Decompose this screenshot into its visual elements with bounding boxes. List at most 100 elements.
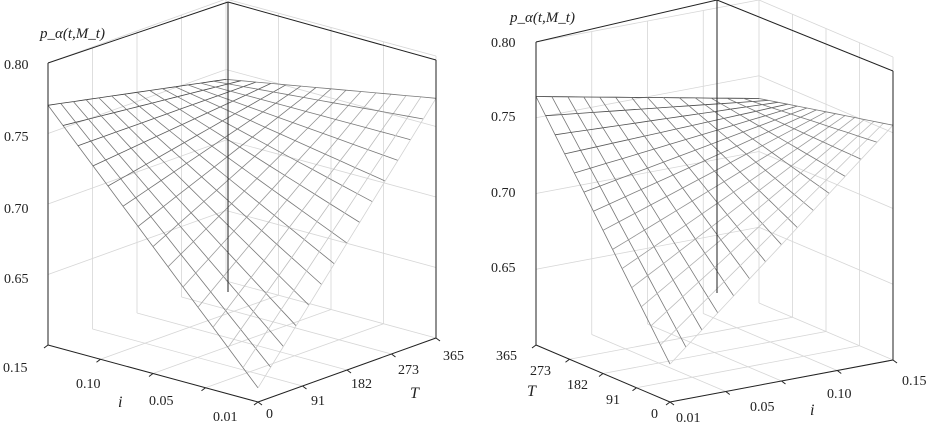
axis-tick [302,385,307,390]
surface-mesh-line [669,124,894,365]
right-z-tick: 0.65 [491,261,516,276]
surface-mesh-line [200,82,411,141]
surface-mesh-line [641,119,865,308]
surface-mesh-line [679,97,814,211]
left-top-edge-right [227,1,437,61]
surface-mesh-line [197,92,377,308]
axis-tick [531,344,537,349]
axis-tick [391,353,396,358]
left-t-tick: 91 [311,394,325,409]
left-z-tick: 0.65 [4,272,29,287]
z-gridline [47,69,437,134]
surface-mesh-line [136,91,348,244]
left-z-axis-label: p_α(t,M_t) [39,26,105,42]
axis-tick [96,358,101,363]
surface-mesh-line [631,117,855,289]
right-t-tick: 91 [606,393,620,408]
axis-tick [669,401,675,406]
axis-tick [892,359,898,364]
left-z-tick: 0.80 [4,58,29,73]
right-z-axis-label: p_α(t,M_t) [509,10,575,26]
surface-mesh-line [225,79,437,99]
z-gridline [47,139,437,205]
floor-gridline [647,323,782,382]
surface-mesh-line [647,97,782,245]
left-z-tick: 0.70 [4,202,29,217]
axis-tick [565,358,570,363]
right-t-tick: 182 [567,378,588,393]
right-t-axis-label: T [527,383,537,400]
left-t-tick: 273 [398,363,419,378]
surface-mesh-line [742,97,878,143]
right-t-tick: 0 [651,407,658,422]
z-gridline [535,0,894,58]
surface-mesh-line [174,86,386,182]
axis-tick [725,391,731,395]
right-z-tick: 0.70 [491,186,516,201]
right-i-tick: 0.05 [750,400,775,415]
right-t-tick: 273 [530,364,551,379]
right-t-tick: 365 [496,349,517,364]
surface-mesh-line [663,97,798,228]
z-gridline [47,210,437,275]
surface-mesh-line [182,91,362,288]
right-top-edge-right [716,0,894,72]
left-t-axis-label: T [410,385,420,402]
right-top-edge [535,0,718,43]
surface-mesh-line [162,88,373,203]
left-i-tick: 0.15 [3,361,28,376]
surface-mesh-line [213,80,424,120]
floor-gridline [136,312,348,371]
axis-tick [346,369,352,374]
surface-mesh-line [695,97,830,194]
floor-gridline [225,280,437,339]
left-z-tick: 0.75 [4,130,29,145]
surface-mesh-line [660,123,884,346]
axis-tick [148,373,154,377]
right-i-tick: 0.01 [676,411,701,426]
axis-tick [632,387,637,392]
axis-tick [598,373,604,377]
left-t-tick: 365 [443,349,464,364]
z-gridline [47,0,437,64]
left-i-tick: 0.10 [76,377,101,392]
axis-tick [781,380,786,385]
axis-tick [836,370,842,374]
right-i-tick: 0.10 [827,387,852,402]
right-i-axis-label: i [810,402,814,419]
left-t-tick: 182 [351,377,372,392]
left-top-edge [47,1,229,64]
surface-mesh-line [710,97,846,177]
axis-tick [253,401,259,406]
floor-gridline [758,302,894,361]
surface-mesh-line [726,97,862,160]
surface-mesh-line [212,93,392,328]
surface-mesh-line [149,90,360,223]
surface-mesh-line [621,115,846,269]
axis-tick [201,387,206,392]
axis-tick [43,344,49,349]
right-z-tick: 0.75 [491,110,516,125]
floor-gridline [703,313,838,371]
surface-mesh-line [167,89,347,268]
left-i-tick: 0.01 [213,410,238,425]
right-surface-plot: 0.80 0.75 0.70 0.65 365 273 182 91 0 0.0… [491,0,927,426]
surface-mesh-line [758,98,894,126]
left-i-axis-label: i [118,394,122,411]
axis-tick [257,401,263,406]
floor-gridline [205,323,384,389]
axis-tick [435,337,441,342]
right-i-tick: 0.15 [902,374,927,389]
surface-mesh-line [227,95,407,348]
left-surface-plot: 0.80 0.75 0.70 0.65 0.15 0.10 0.05 0.01 … [3,0,464,425]
right-z-tick: 0.80 [491,36,516,51]
surface-mesh-line [242,96,422,368]
surface-mesh-line [612,113,836,250]
surface-mesh-line [257,98,437,389]
z-gridline [535,226,894,285]
floor-gridline [181,296,392,355]
left-i-tick: 0.05 [149,394,174,409]
floor-gridline [636,345,860,389]
left-t-tick: 0 [266,407,273,422]
